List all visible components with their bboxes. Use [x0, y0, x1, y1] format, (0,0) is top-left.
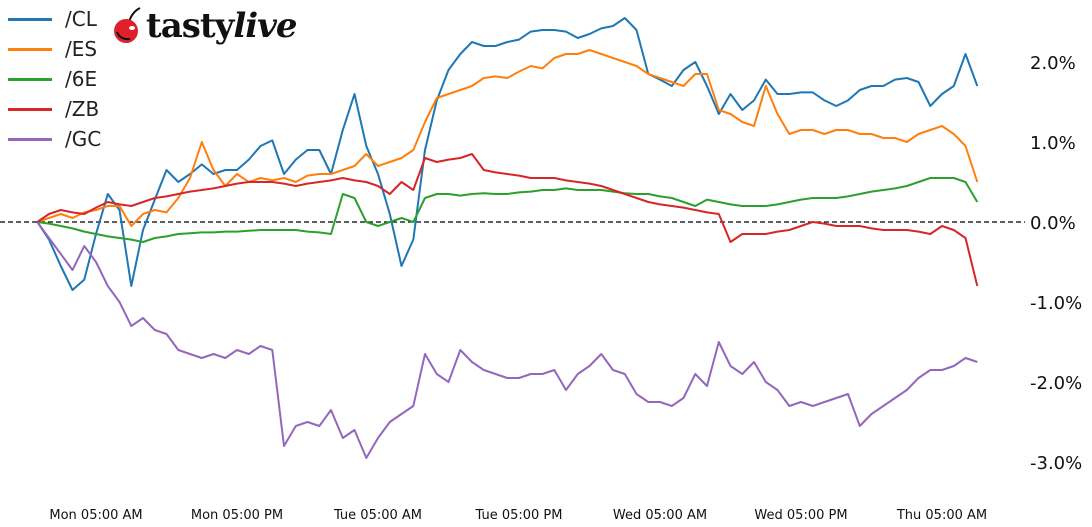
logo-text: tastylive [146, 6, 298, 46]
x-tick-label: Tue 05:00 PM [475, 508, 563, 523]
legend-swatch [8, 77, 52, 81]
legend-label: /6E [65, 67, 98, 91]
y-tick-label: -3.0% [1030, 453, 1082, 474]
y-tick-label: 0.0% [1030, 213, 1076, 234]
y-tick-label: 2.0% [1030, 53, 1076, 74]
legend-swatch [8, 17, 52, 21]
series-line-zb [36, 153, 979, 287]
legend-swatch [8, 47, 52, 51]
x-tick-label: Tue 05:00 AM [333, 508, 422, 523]
x-tick-label: Wed 05:00 PM [754, 508, 847, 523]
legend-item: /GC [8, 124, 101, 154]
legend-swatch [8, 107, 52, 111]
legend-item: /ES [8, 34, 101, 64]
series-line-gc [36, 221, 978, 459]
legend-label: /GC [65, 127, 102, 151]
legend: /CL/ES/6E/ZB/GC [8, 4, 101, 154]
legend-label: /ZB [65, 97, 100, 121]
legend-item: /6E [8, 64, 101, 94]
legend-label: /CL [65, 7, 97, 31]
legend-item: /CL [8, 4, 101, 34]
series-line-cl [36, 17, 979, 291]
series-line-es [36, 49, 979, 227]
y-axis-ticks: 2.0% 1.0% 0.0% -1.0% -2.0% -3.0% [1030, 53, 1082, 474]
cherry-icon [114, 7, 141, 43]
x-tick-label: Mon 05:00 PM [191, 508, 283, 523]
x-tick-label: Wed 05:00 AM [613, 508, 707, 523]
y-tick-label: -1.0% [1030, 293, 1082, 314]
legend-swatch [8, 137, 52, 141]
series-layer [36, 17, 979, 459]
legend-item: /ZB [8, 94, 101, 124]
legend-label: /ES [65, 37, 98, 61]
y-tick-label: 1.0% [1030, 133, 1076, 154]
x-axis-ticks: Mon 05:00 AM Mon 05:00 PM Tue 05:00 AM Tue … [49, 508, 987, 523]
y-tick-label: -2.0% [1030, 373, 1082, 394]
x-tick-label: Mon 05:00 AM [49, 508, 142, 523]
series-line-6e [37, 177, 979, 243]
tastylive-logo: tastylive [110, 6, 298, 46]
x-tick-label: Thu 05:00 AM [896, 508, 987, 523]
